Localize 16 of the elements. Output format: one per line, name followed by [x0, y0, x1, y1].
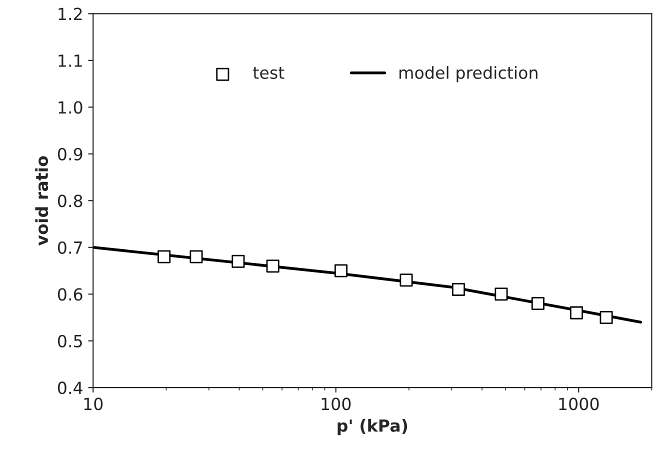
x-tick-label: 100	[322, 398, 351, 410]
y-tick-label: 0.7	[58, 241, 82, 254]
y-tick-label: 0.5	[58, 334, 82, 348]
y-tick-label: 0.6	[58, 288, 82, 301]
legend-label: model prediction	[400, 66, 538, 82]
x-axis-title: p' (kPa)	[338, 419, 408, 436]
y-tick-label: 0.8	[58, 194, 82, 208]
y-tick-label: 0.4	[58, 382, 82, 394]
x-tick-label: 1000	[559, 398, 599, 410]
y-tick-label: 1.0	[58, 101, 82, 114]
y-tick-label: 1.1	[58, 54, 82, 67]
legend-label: test	[253, 67, 284, 79]
y-axis-title: void ratio	[35, 156, 48, 246]
y-tick-label: 0.9	[58, 148, 82, 160]
x-tick-label: 10	[84, 398, 103, 410]
y-tick-label: 1.2	[58, 8, 82, 20]
